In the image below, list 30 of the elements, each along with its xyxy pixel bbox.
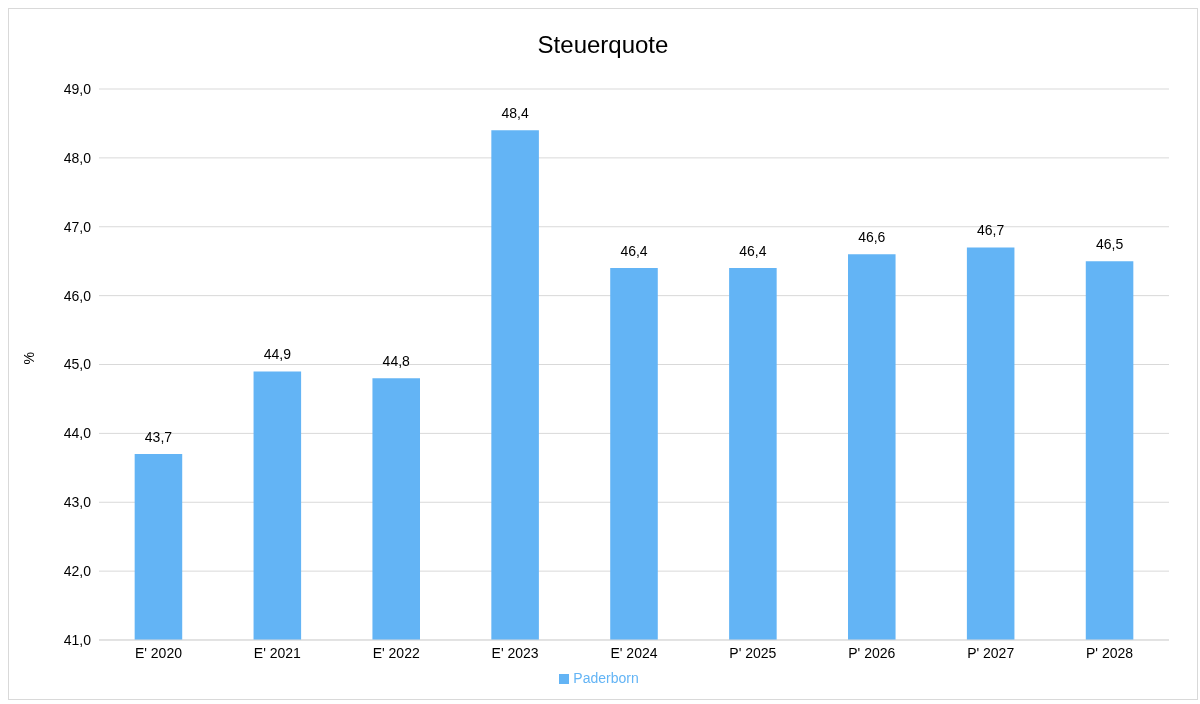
data-label: 48,4 <box>501 105 529 122</box>
y-tick-label: 46,0 <box>63 287 92 304</box>
y-tick-label: 44,0 <box>63 425 92 442</box>
x-tick-label: P' 2025 <box>729 644 777 661</box>
x-tick-label: P' 2027 <box>967 644 1015 661</box>
y-tick-label: 47,0 <box>63 218 92 235</box>
y-tick-label: 48,0 <box>63 149 92 166</box>
y-tick-label: 43,0 <box>63 494 92 511</box>
x-tick-label: P' 2026 <box>848 644 896 661</box>
x-tick-label: P' 2028 <box>1086 644 1134 661</box>
data-label: 44,8 <box>382 353 411 370</box>
data-label: 44,9 <box>263 346 292 363</box>
x-tick-label: E' 2024 <box>610 644 658 661</box>
data-label: 46,4 <box>620 243 648 260</box>
data-label: 43,7 <box>144 429 173 446</box>
chart-title: Steuerquote <box>536 31 670 60</box>
data-label: 46,4 <box>739 243 767 260</box>
y-tick-label: 42,0 <box>63 563 92 580</box>
data-label: 46,6 <box>858 229 886 246</box>
y-tick-label: 45,0 <box>63 356 92 373</box>
data-label: 46,5 <box>1095 236 1124 253</box>
legend-label: Paderborn <box>573 670 639 686</box>
y-axis-title: % <box>20 352 37 365</box>
y-tick-label: 41,0 <box>63 631 92 648</box>
x-tick-label: E' 2020 <box>134 644 183 661</box>
x-tick-label: E' 2022 <box>372 644 420 661</box>
x-tick-label: E' 2021 <box>253 644 302 661</box>
data-label: 46,7 <box>977 222 1005 239</box>
x-tick-label: E' 2023 <box>491 644 539 661</box>
y-tick-label: 49,0 <box>63 80 92 97</box>
